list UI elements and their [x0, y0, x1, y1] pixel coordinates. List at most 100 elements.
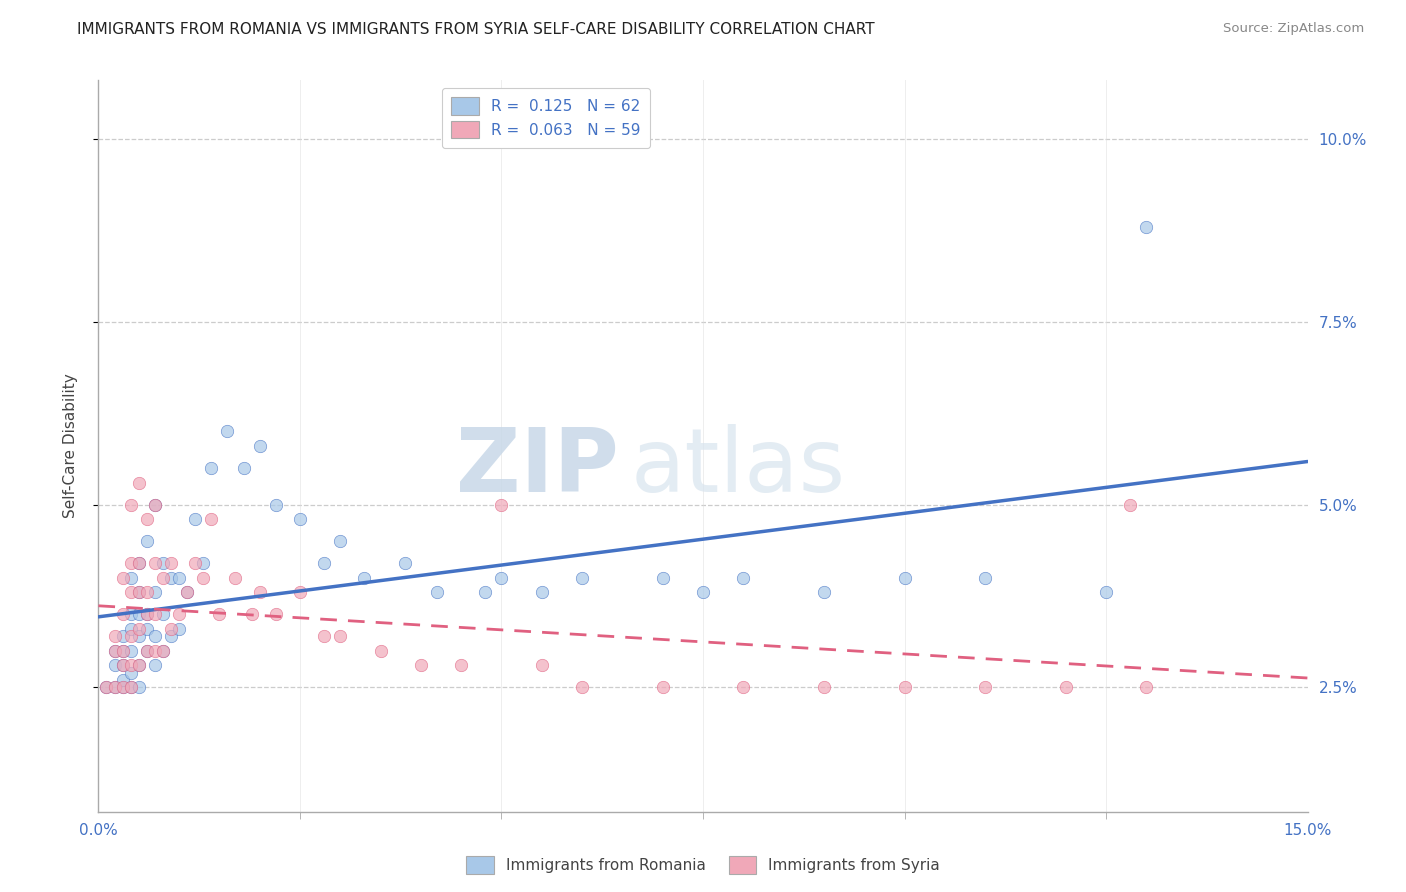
- Point: [103, 658, 125, 673]
- Point: [120, 681, 142, 695]
- Point: [394, 556, 416, 570]
- Point: [160, 629, 183, 643]
- Point: [128, 658, 150, 673]
- Point: [143, 498, 166, 512]
- Point: [651, 681, 673, 695]
- Point: [111, 673, 134, 687]
- Text: ZIP: ZIP: [456, 425, 619, 511]
- Point: [135, 622, 157, 636]
- Point: [1119, 498, 1142, 512]
- Text: IMMIGRANTS FROM ROMANIA VS IMMIGRANTS FROM SYRIA SELF-CARE DISABILITY CORRELATIO: IMMIGRANTS FROM ROMANIA VS IMMIGRANTS FR…: [77, 22, 875, 37]
- Point: [733, 681, 755, 695]
- Point: [733, 571, 755, 585]
- Point: [329, 534, 352, 549]
- Point: [103, 681, 125, 695]
- Point: [120, 498, 142, 512]
- Point: [103, 644, 125, 658]
- Point: [193, 571, 215, 585]
- Point: [143, 644, 166, 658]
- Point: [240, 607, 263, 622]
- Point: [813, 681, 835, 695]
- Point: [111, 658, 134, 673]
- Point: [120, 607, 142, 622]
- Point: [135, 512, 157, 526]
- Point: [571, 571, 593, 585]
- Point: [135, 607, 157, 622]
- Point: [264, 607, 287, 622]
- Point: [152, 556, 174, 570]
- Point: [120, 644, 142, 658]
- Point: [813, 585, 835, 599]
- Text: Source: ZipAtlas.com: Source: ZipAtlas.com: [1223, 22, 1364, 36]
- Point: [128, 556, 150, 570]
- Point: [184, 556, 207, 570]
- Point: [974, 571, 997, 585]
- Point: [135, 585, 157, 599]
- Point: [167, 607, 190, 622]
- Point: [232, 461, 254, 475]
- Point: [651, 571, 673, 585]
- Point: [128, 658, 150, 673]
- Point: [974, 681, 997, 695]
- Point: [120, 571, 142, 585]
- Point: [1135, 681, 1157, 695]
- Point: [120, 585, 142, 599]
- Point: [143, 585, 166, 599]
- Point: [143, 658, 166, 673]
- Point: [111, 571, 134, 585]
- Point: [152, 644, 174, 658]
- Point: [224, 571, 246, 585]
- Point: [1054, 681, 1077, 695]
- Point: [264, 498, 287, 512]
- Point: [120, 665, 142, 680]
- Point: [491, 571, 513, 585]
- Point: [208, 607, 231, 622]
- Point: [370, 644, 392, 658]
- Point: [128, 585, 150, 599]
- Point: [160, 622, 183, 636]
- Point: [530, 585, 553, 599]
- Point: [120, 622, 142, 636]
- Point: [128, 585, 150, 599]
- Y-axis label: Self-Care Disability: Self-Care Disability: [63, 374, 77, 518]
- Point: [200, 512, 222, 526]
- Point: [143, 498, 166, 512]
- Point: [128, 629, 150, 643]
- Point: [111, 681, 134, 695]
- Point: [288, 585, 311, 599]
- Legend: R =  0.125   N = 62, R =  0.063   N = 59: R = 0.125 N = 62, R = 0.063 N = 59: [441, 88, 650, 148]
- Point: [217, 425, 239, 439]
- Point: [314, 629, 336, 643]
- Point: [103, 629, 125, 643]
- Point: [111, 681, 134, 695]
- Point: [128, 622, 150, 636]
- Point: [111, 644, 134, 658]
- Point: [111, 607, 134, 622]
- Point: [111, 644, 134, 658]
- Point: [200, 461, 222, 475]
- Point: [128, 681, 150, 695]
- Point: [184, 512, 207, 526]
- Point: [1135, 219, 1157, 234]
- Point: [314, 556, 336, 570]
- Text: atlas: atlas: [630, 425, 845, 511]
- Point: [128, 556, 150, 570]
- Point: [692, 585, 714, 599]
- Point: [152, 571, 174, 585]
- Point: [167, 622, 190, 636]
- Point: [193, 556, 215, 570]
- Point: [135, 644, 157, 658]
- Point: [409, 658, 432, 673]
- Point: [111, 629, 134, 643]
- Point: [176, 585, 198, 599]
- Point: [893, 571, 915, 585]
- Point: [128, 475, 150, 490]
- Point: [135, 534, 157, 549]
- Point: [474, 585, 496, 599]
- Point: [135, 607, 157, 622]
- Point: [571, 681, 593, 695]
- Point: [1095, 585, 1118, 599]
- Point: [103, 681, 125, 695]
- Point: [143, 556, 166, 570]
- Point: [249, 585, 271, 599]
